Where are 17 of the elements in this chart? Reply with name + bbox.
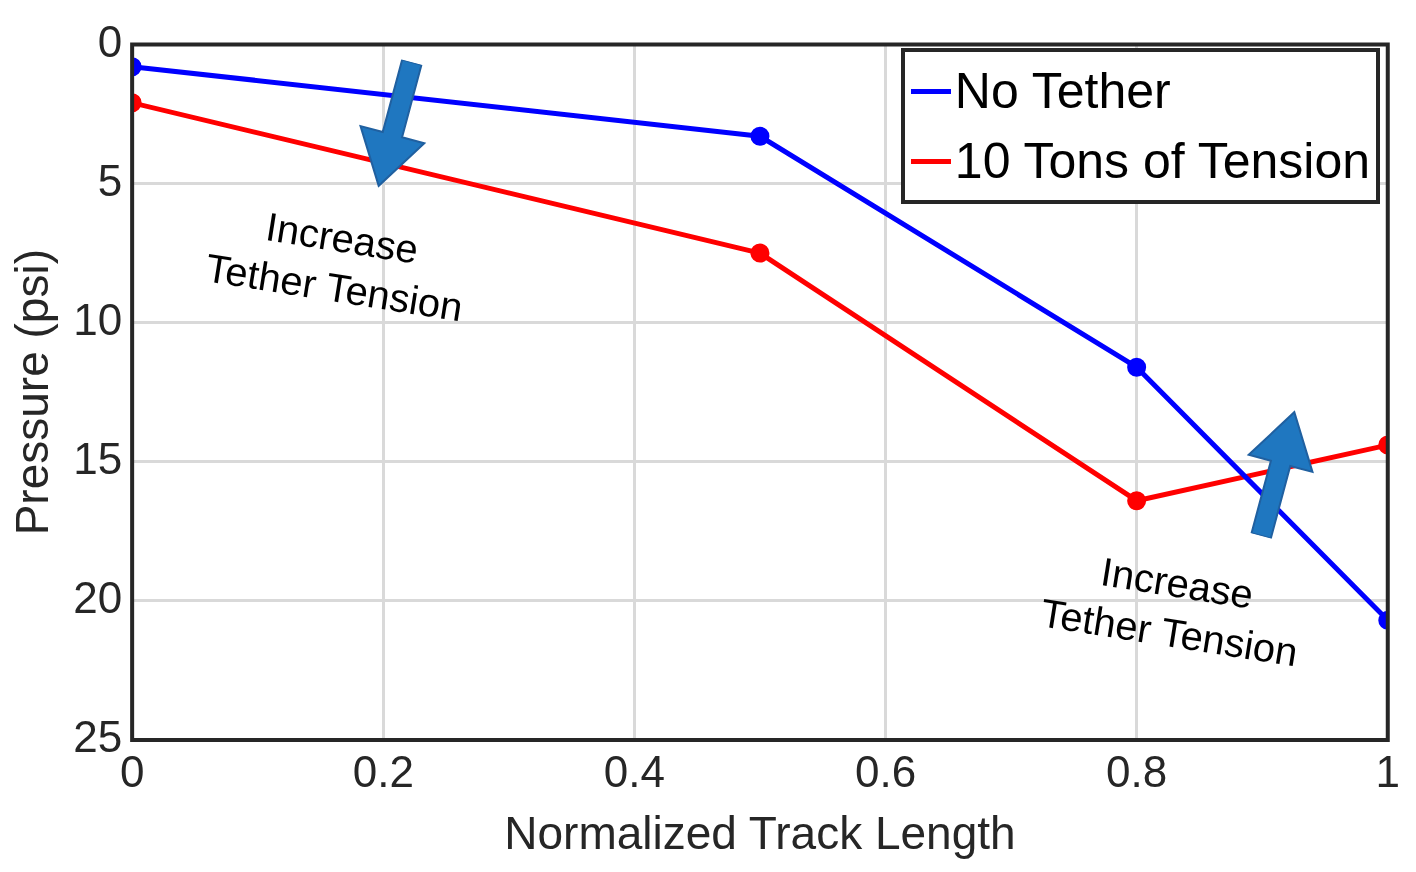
- y-tick-label: 25: [73, 712, 123, 762]
- x-axis-title: Normalized Track Length: [504, 807, 1016, 860]
- x-tick-label: 0.8: [1106, 746, 1168, 796]
- y-tick-label: 5: [97, 155, 123, 205]
- y-tick-label: 15: [73, 433, 123, 483]
- x-tick-label: 1: [1375, 746, 1401, 796]
- x-tick-label: 0.6: [854, 746, 917, 796]
- x-tick-label: 0.2: [352, 746, 414, 796]
- legend-label: 10 Tons of Tension: [954, 132, 1370, 191]
- y-axis-title: Pressure (psi): [6, 249, 59, 536]
- y-tick-label: 20: [73, 573, 123, 623]
- legend-label: No Tether: [954, 62, 1171, 121]
- y-tick-label: 0: [97, 16, 123, 66]
- annotation: Increase Tether Tension: [202, 203, 467, 332]
- annotation: Increase Tether Tension: [1037, 548, 1302, 677]
- x-tick-label: 0.4: [603, 746, 665, 796]
- y-tick-label: 10: [73, 294, 123, 344]
